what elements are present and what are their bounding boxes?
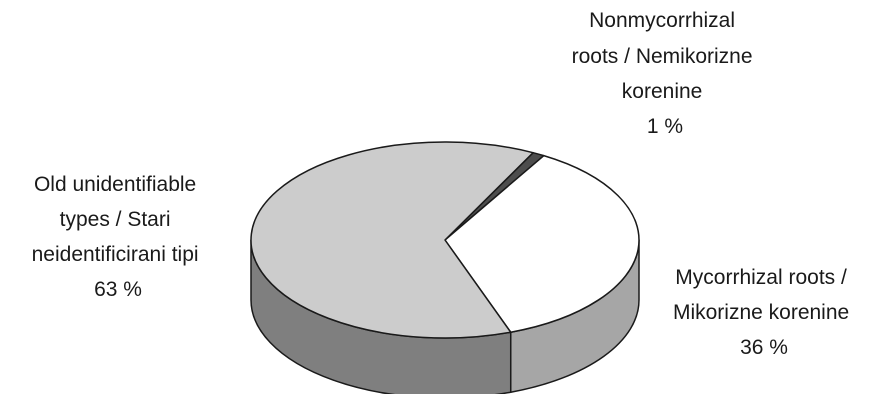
label-old-value: 63 % [94, 278, 142, 301]
pie-slice-mycorrhizal-roots [444, 154, 640, 333]
label-nonmycorrhizal-line-1: Nonmycorrhizal [589, 9, 735, 32]
label-old-line-3: neidentificirani tipi [32, 243, 199, 266]
label-mycorrhizal-line-2: Mikorizne korenine [673, 301, 849, 324]
label-nonmycorrhizal-value: 1 % [647, 115, 683, 138]
label-nonmycorrhizal: Nonmycorrhizal roots / Nemikorizne koren… [572, 9, 759, 138]
label-nonmycorrhizal-line-3: korenine [622, 80, 703, 103]
pie-slices [250, 141, 640, 339]
label-old-line-1: Old unidentifiable [34, 173, 196, 196]
label-old-line-2: types / Stari [60, 208, 171, 231]
label-mycorrhizal: Mycorrhizal roots / Mikorizne korenine 3… [673, 266, 855, 359]
label-nonmycorrhizal-line-2: roots / Nemikorizne [572, 45, 753, 68]
label-mycorrhizal-line-1: Mycorrhizal roots / [675, 266, 847, 289]
pie-slice-old-unidentifiable [250, 141, 534, 339]
label-mycorrhizal-value: 36 % [740, 336, 788, 359]
label-old-unidentifiable: Old unidentifiable types / Stari neident… [32, 173, 205, 301]
